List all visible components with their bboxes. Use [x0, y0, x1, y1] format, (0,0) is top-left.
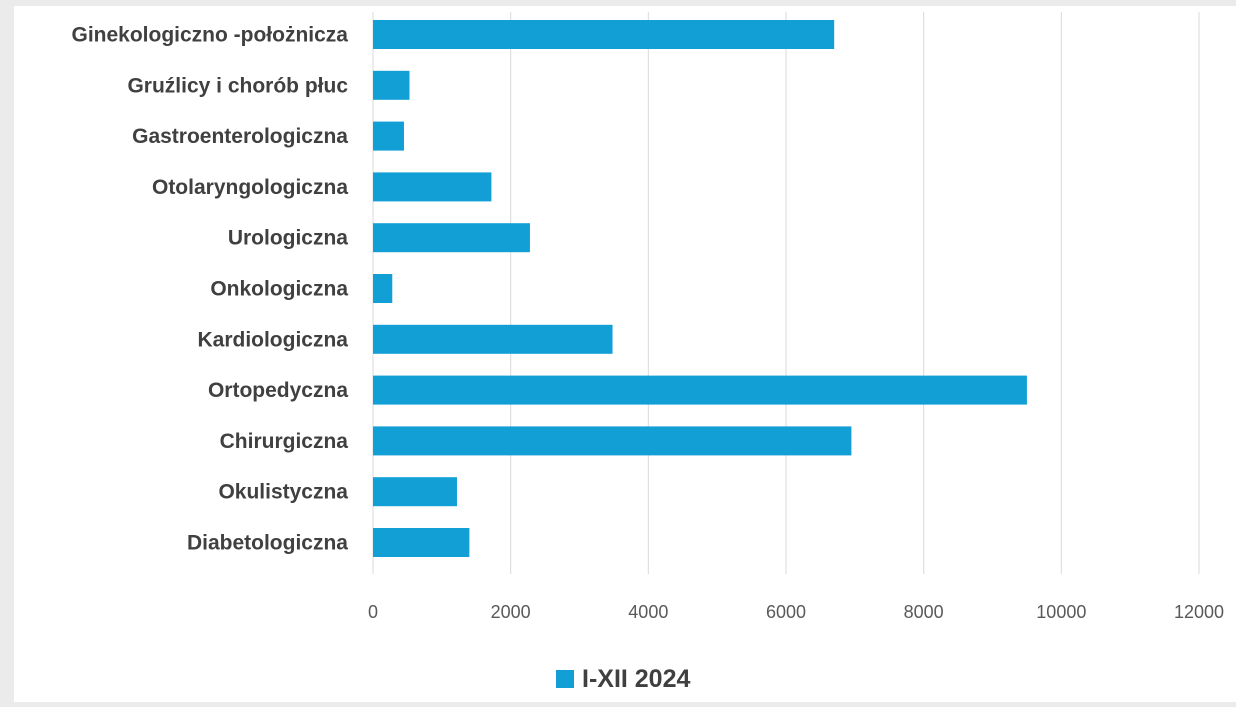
bar-chart: Ginekologiczno -położnicza Gruźlicy i cho…: [71, 12, 1224, 693]
bar: [373, 274, 393, 303]
x-tick-label: 0: [368, 602, 378, 622]
legend: I-XII 2024: [556, 665, 690, 693]
bars: [373, 20, 1027, 557]
x-tick-label: 8000: [904, 602, 944, 622]
category-label: Chirurgiczna: [220, 430, 349, 453]
chart-frame: Ginekologiczno -położnicza Gruźlicy i cho…: [14, 6, 1236, 702]
category-labels: Ginekologiczno -położnicza Gruźlicy i cho…: [71, 24, 348, 555]
category-label: Gastroenterologiczna: [132, 125, 348, 148]
tick-labels: 0 2000 4000 6000 8000 10000 12000: [368, 602, 1224, 622]
category-label: Diabetologiczna: [187, 532, 348, 555]
x-tick-label: 6000: [766, 602, 806, 622]
category-label: Otolaryngologiczna: [152, 176, 348, 199]
gridlines: [372, 12, 1200, 574]
x-tick-label: 12000: [1174, 602, 1224, 622]
bar: [373, 426, 852, 456]
legend-swatch: [556, 670, 574, 688]
bar: [373, 20, 835, 49]
legend-label: I-XII 2024: [582, 665, 690, 693]
bar: [373, 223, 530, 253]
category-label: Ginekologiczno -położnicza: [71, 24, 348, 47]
bar: [373, 121, 404, 151]
bar: [373, 172, 492, 202]
category-label: Onkologiczna: [210, 278, 348, 301]
x-tick-label: 2000: [491, 602, 531, 622]
x-tick-label: 4000: [628, 602, 668, 622]
category-label: Okulistyczna: [218, 481, 348, 504]
bar: [373, 528, 470, 557]
category-label: Gruźlicy i chorób płuc: [127, 74, 348, 97]
x-tick-label: 10000: [1036, 602, 1086, 622]
category-label: Kardiologiczna: [197, 328, 348, 351]
bar: [373, 70, 410, 100]
category-label: Urologiczna: [228, 227, 348, 250]
category-label: Ortopedyczna: [208, 379, 348, 402]
bar: [373, 477, 457, 507]
bar: [373, 375, 1027, 405]
bar: [373, 324, 613, 354]
